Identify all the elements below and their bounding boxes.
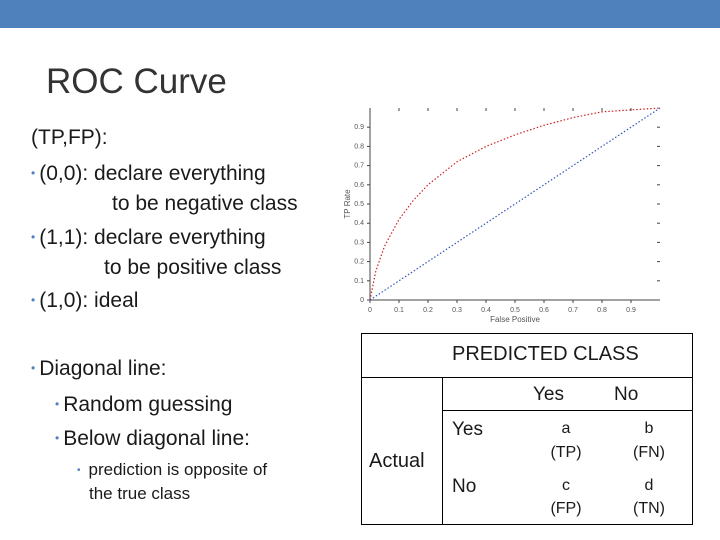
confusion-colhead-divider — [442, 410, 692, 411]
bullet-1-1-cont: to be positive class — [104, 256, 282, 279]
bullet-icon: • — [31, 166, 36, 180]
col-no-label: No — [614, 384, 639, 405]
bullet-1-1-text: (1,1): declare everything — [39, 226, 266, 249]
bullet-icon: • — [55, 397, 60, 411]
y-tick-label: 0 — [360, 297, 364, 304]
intro-text: (TP,FP): — [31, 126, 108, 149]
bullet-icon: • — [55, 431, 60, 445]
y-axis-label: TP Rate — [343, 189, 352, 219]
random-guessing-bullet: • Random guessing — [55, 393, 232, 417]
x-tick-label: 0.8 — [597, 307, 607, 314]
bullet-1-1: • (1,1): declare everything — [31, 226, 266, 250]
roc-curve-line — [369, 107, 661, 301]
diagonal-bullet-text: Diagonal line: — [39, 357, 167, 380]
cell-fp-label: (FP) — [550, 500, 582, 517]
row-yes-label: Yes — [452, 419, 483, 440]
cell-tn-letter: d — [644, 477, 654, 494]
opposite-bullet: • prediction is opposite of — [77, 460, 267, 480]
x-axis-label: False Positive — [490, 315, 540, 324]
cell-fn-label: (FN) — [633, 444, 665, 461]
y-tick-label: 0.9 — [354, 124, 364, 131]
bullet-0-0-cont: to be negative class — [112, 192, 298, 215]
bullet-icon: • — [31, 293, 36, 307]
below-diagonal-bullet: • Below diagonal line: — [55, 427, 250, 451]
y-tick-label: 0.4 — [354, 220, 364, 227]
opposite-text: prediction is opposite of — [88, 460, 268, 479]
roc-chart: 0 0.1 0.2 0.3 0.4 0.5 0.6 0.7 0.8 0.9 0 0.1 0.2 0.3 0.… — [343, 107, 661, 324]
random-guessing-text: Random guessing — [63, 393, 233, 416]
y-tick-label: 0.5 — [354, 201, 364, 208]
x-tick-label: 0.1 — [394, 307, 404, 314]
actual-label: Actual — [369, 450, 425, 472]
y-tick-label: 0.6 — [354, 182, 364, 189]
bullet-0-0-text: (0,0): declare everything — [39, 162, 266, 185]
bullet-icon: • — [77, 465, 81, 476]
row-no-label: No — [452, 476, 477, 497]
x-tick-label: 0.2 — [423, 307, 433, 314]
confusion-header-divider — [361, 377, 692, 378]
bullet-icon: • — [31, 230, 36, 244]
bullet-1-0: • (1,0): ideal — [31, 289, 138, 313]
slide-title: ROC Curve — [46, 62, 227, 101]
cell-fn-letter: b — [644, 420, 654, 437]
confusion-frame — [361, 333, 693, 525]
x-tick-label: 0.6 — [539, 307, 549, 314]
x-tick-label: 0.3 — [452, 307, 462, 314]
x-tick-label: 0.9 — [626, 307, 636, 314]
y-tick-label: 0.1 — [354, 278, 364, 285]
diagonal-line — [369, 107, 661, 301]
diagonal-bullet: • Diagonal line: — [31, 357, 166, 381]
bullet-0-0: • (0,0): declare everything — [31, 162, 266, 186]
cell-tn-label: (TN) — [633, 500, 665, 517]
cell-tp-letter: a — [561, 420, 571, 437]
x-tick-label: 0.7 — [568, 307, 578, 314]
y-tick-label: 0.2 — [354, 259, 364, 266]
bullet-icon: • — [31, 361, 36, 375]
predicted-class-header: PREDICTED CLASS — [452, 343, 639, 365]
top-accent-bar — [0, 0, 720, 28]
y-tick-label: 0.3 — [354, 239, 364, 246]
confusion-row-divider — [442, 377, 443, 524]
x-tick-label: 0.4 — [481, 307, 491, 314]
below-diagonal-text: Below diagonal line: — [63, 427, 250, 450]
y-tick-label: 0.7 — [354, 163, 364, 170]
bullet-1-0-text: (1,0): ideal — [39, 289, 139, 312]
cell-fp-letter: c — [562, 477, 570, 494]
y-tick-label: 0.8 — [354, 143, 364, 150]
col-yes-label: Yes — [533, 384, 564, 405]
opposite-bullet-cont: the true class — [89, 484, 191, 503]
x-tick-label: 0 — [368, 307, 372, 314]
cell-tp-label: (TP) — [550, 444, 582, 461]
x-tick-label: 0.5 — [510, 307, 520, 314]
